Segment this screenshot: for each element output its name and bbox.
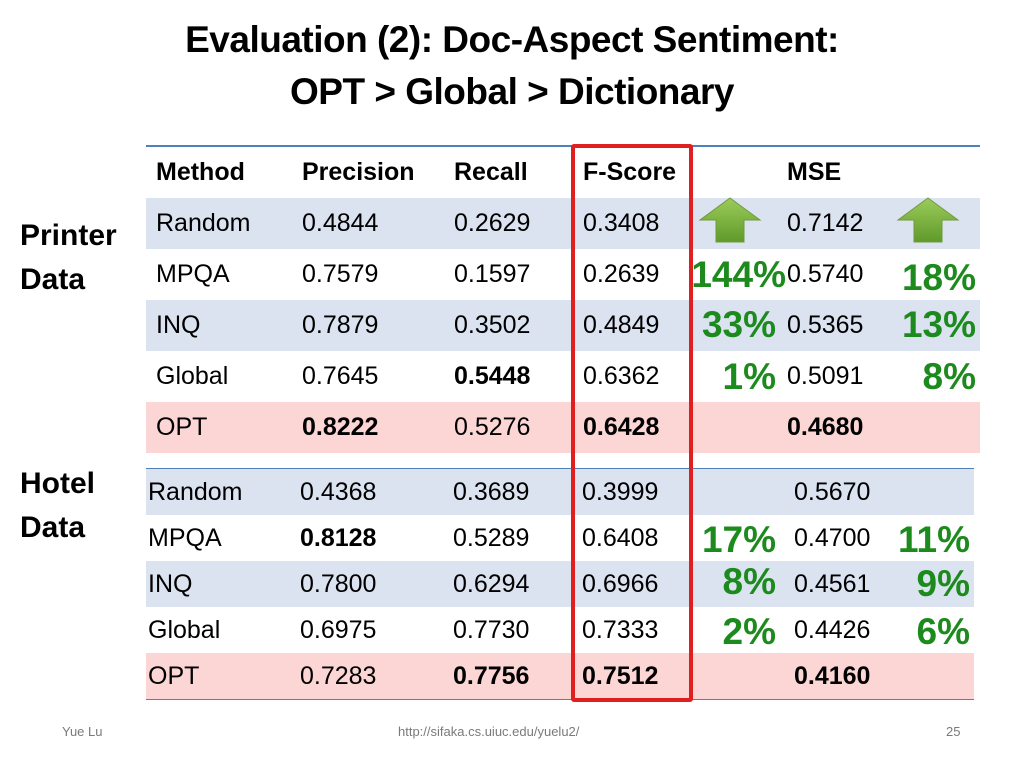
method-cell: Global xyxy=(148,616,221,644)
fscore-cell: 0.7333 xyxy=(582,616,659,644)
precision-cell: 0.7579 xyxy=(302,260,379,288)
method-cell: Random xyxy=(148,478,243,506)
recall-cell: 0.2629 xyxy=(454,209,531,237)
table-top-border xyxy=(146,468,974,469)
printer-label-line-2: Data xyxy=(20,263,86,296)
fscore-cell: 0.4849 xyxy=(583,311,660,339)
hotel-results-table: Random 0.4368 0.3689 0.3999 0.5670 MPQA … xyxy=(146,468,974,700)
precision-cell: 0.4368 xyxy=(300,478,377,506)
mse-cell: 0.4426 xyxy=(794,616,871,644)
hotel-fscore-gain-mpqa: 17% xyxy=(701,519,776,560)
precision-cell: 0.7879 xyxy=(302,311,379,339)
hotel-mse-gain-global: 6% xyxy=(916,611,970,652)
fscore-cell: 0.6428 xyxy=(583,413,660,441)
hotel-mse-gain-inq: 9% xyxy=(916,563,970,604)
fscore-cell: 0.3999 xyxy=(582,478,659,506)
slide-title-line-2: OPT > Global > Dictionary xyxy=(290,71,734,112)
header-mse: MSE xyxy=(787,158,842,186)
slide-title-line-1: Evaluation (2): Doc-Aspect Sentiment: xyxy=(185,19,839,60)
method-cell: INQ xyxy=(156,311,201,339)
precision-cell: 0.7645 xyxy=(302,362,379,390)
recall-cell: 0.3502 xyxy=(454,311,531,339)
table-row: Random 0.4368 0.3689 0.3999 0.5670 xyxy=(146,469,974,515)
printer-mse-gain-global: 8% xyxy=(922,356,976,397)
slide-title: Evaluation (2): Doc-Aspect Sentiment: OP… xyxy=(0,14,1024,118)
hotel-mse-gain-mpqa: 11% xyxy=(897,519,970,560)
printer-label-line-1: Printer xyxy=(20,219,117,252)
recall-cell: 0.5276 xyxy=(454,413,531,441)
table-row-opt: OPT 0.8222 0.5276 0.6428 0.4680 xyxy=(146,402,980,453)
printer-mse-gain-inq: 13% xyxy=(901,304,976,345)
method-cell: MPQA xyxy=(148,524,222,552)
table-row: Random 0.4844 0.2629 0.3408 0.7142 xyxy=(146,198,980,249)
printer-data-label: Printer Data xyxy=(20,214,117,302)
recall-cell: 0.5448 xyxy=(454,362,531,390)
printer-fscore-gain-global: 1% xyxy=(722,356,776,397)
fscore-up-arrow-icon xyxy=(698,197,762,243)
table-row-opt: OPT 0.7283 0.7756 0.7512 0.4160 xyxy=(146,653,974,699)
footer-url: http://sifaka.cs.uiuc.edu/yuelu2/ xyxy=(398,724,580,739)
mse-cell: 0.4561 xyxy=(794,570,871,598)
recall-cell: 0.6294 xyxy=(453,570,530,598)
method-cell: OPT xyxy=(156,413,208,441)
printer-results-table: Method Precision Recall F-Score MSE Rand… xyxy=(146,145,980,453)
header-recall: Recall xyxy=(454,158,528,186)
header-fscore: F-Score xyxy=(583,158,677,186)
recall-cell: 0.1597 xyxy=(454,260,531,288)
table-row: INQ 0.7879 0.3502 0.4849 0.5365 xyxy=(146,300,980,351)
recall-cell: 0.7730 xyxy=(453,616,530,644)
mse-cell: 0.4680 xyxy=(787,413,864,441)
fscore-cell: 0.6966 xyxy=(582,570,659,598)
mse-cell: 0.5670 xyxy=(794,478,871,506)
recall-cell: 0.5289 xyxy=(453,524,530,552)
fscore-cell: 0.3408 xyxy=(583,209,660,237)
precision-cell: 0.8222 xyxy=(302,413,379,441)
table-bottom-border xyxy=(146,699,974,700)
hotel-label-line-2: Data xyxy=(20,511,86,544)
mse-cell: 0.4700 xyxy=(794,524,871,552)
mse-cell: 0.4160 xyxy=(794,662,871,690)
table-row: MPQA 0.7579 0.1597 0.2639 0.5740 xyxy=(146,249,980,300)
mse-up-arrow-icon xyxy=(896,197,960,243)
precision-cell: 0.4844 xyxy=(302,209,379,237)
mse-cell: 0.5091 xyxy=(787,362,864,390)
printer-fscore-gain-mpqa: 144% xyxy=(691,254,786,295)
table-header-row: Method Precision Recall F-Score MSE xyxy=(146,147,980,198)
method-cell: Random xyxy=(156,209,251,237)
fscore-cell: 0.6408 xyxy=(582,524,659,552)
printer-mse-gain-mpqa: 18% xyxy=(901,257,976,298)
table-top-border xyxy=(146,145,980,147)
footer-page-number: 25 xyxy=(946,724,961,739)
table-row: INQ 0.7800 0.6294 0.6966 0.4561 xyxy=(146,561,974,607)
hotel-fscore-gain-inq: 8% xyxy=(722,561,776,602)
hotel-fscore-gain-global: 2% xyxy=(722,611,776,652)
fscore-cell: 0.6362 xyxy=(583,362,660,390)
method-cell: MPQA xyxy=(156,260,230,288)
table-row: MPQA 0.8128 0.5289 0.6408 0.4700 xyxy=(146,515,974,561)
printer-fscore-gain-inq: 33% xyxy=(701,304,776,345)
recall-cell: 0.7756 xyxy=(453,662,530,690)
header-method: Method xyxy=(156,158,245,186)
mse-cell: 0.7142 xyxy=(787,209,864,237)
table-row: Global 0.6975 0.7730 0.7333 0.4426 xyxy=(146,607,974,653)
table-row: Global 0.7645 0.5448 0.6362 0.5091 xyxy=(146,351,980,402)
method-cell: INQ xyxy=(148,570,193,598)
precision-cell: 0.6975 xyxy=(300,616,377,644)
precision-cell: 0.7800 xyxy=(300,570,377,598)
fscore-cell: 0.2639 xyxy=(583,260,660,288)
hotel-label-line-1: Hotel xyxy=(20,467,95,500)
header-precision: Precision xyxy=(302,158,415,186)
mse-cell: 0.5740 xyxy=(787,260,864,288)
fscore-cell: 0.7512 xyxy=(582,662,659,690)
method-cell: Global xyxy=(156,362,229,390)
method-cell: OPT xyxy=(148,662,200,690)
footer-author: Yue Lu xyxy=(62,724,103,739)
precision-cell: 0.8128 xyxy=(300,524,377,552)
fscore-highlight-box xyxy=(571,144,693,702)
hotel-data-label: Hotel Data xyxy=(20,462,95,550)
recall-cell: 0.3689 xyxy=(453,478,530,506)
mse-cell: 0.5365 xyxy=(787,311,864,339)
precision-cell: 0.7283 xyxy=(300,662,377,690)
